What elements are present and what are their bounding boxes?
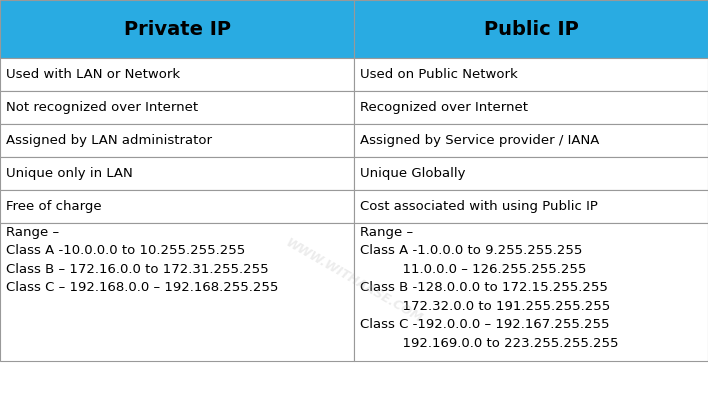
Bar <box>354 0 708 58</box>
Text: Assigned by LAN administrator: Assigned by LAN administrator <box>6 134 212 147</box>
Text: WWW.WITHAASE.COM: WWW.WITHAASE.COM <box>283 236 425 325</box>
Bar <box>354 157 708 190</box>
Bar <box>0 91 354 124</box>
Bar <box>0 157 354 190</box>
Bar <box>0 223 354 361</box>
Text: Used on Public Network: Used on Public Network <box>360 68 518 81</box>
Text: Recognized over Internet: Recognized over Internet <box>360 101 527 114</box>
Bar <box>0 0 354 58</box>
Text: Range –
Class A -1.0.0.0 to 9.255.255.255
          11.0.0.0 – 126.255.255.255
C: Range – Class A -1.0.0.0 to 9.255.255.25… <box>360 226 618 350</box>
Text: Cost associated with using Public IP: Cost associated with using Public IP <box>360 200 598 213</box>
Text: Public IP: Public IP <box>484 20 578 38</box>
Text: Used with LAN or Network: Used with LAN or Network <box>6 68 180 81</box>
Text: Not recognized over Internet: Not recognized over Internet <box>6 101 198 114</box>
Text: Unique only in LAN: Unique only in LAN <box>6 167 132 180</box>
Bar <box>0 58 354 91</box>
Text: Private IP: Private IP <box>123 20 231 38</box>
Text: Free of charge: Free of charge <box>6 200 101 213</box>
Bar <box>0 190 354 223</box>
Bar <box>354 190 708 223</box>
Bar <box>354 223 708 361</box>
Bar <box>354 124 708 157</box>
Bar <box>354 91 708 124</box>
Text: Assigned by Service provider / IANA: Assigned by Service provider / IANA <box>360 134 599 147</box>
Bar <box>0 124 354 157</box>
Text: Range –
Class A -10.0.0.0 to 10.255.255.255
Class B – 172.16.0.0 to 172.31.255.2: Range – Class A -10.0.0.0 to 10.255.255.… <box>6 226 278 294</box>
Bar <box>354 58 708 91</box>
Text: Unique Globally: Unique Globally <box>360 167 465 180</box>
